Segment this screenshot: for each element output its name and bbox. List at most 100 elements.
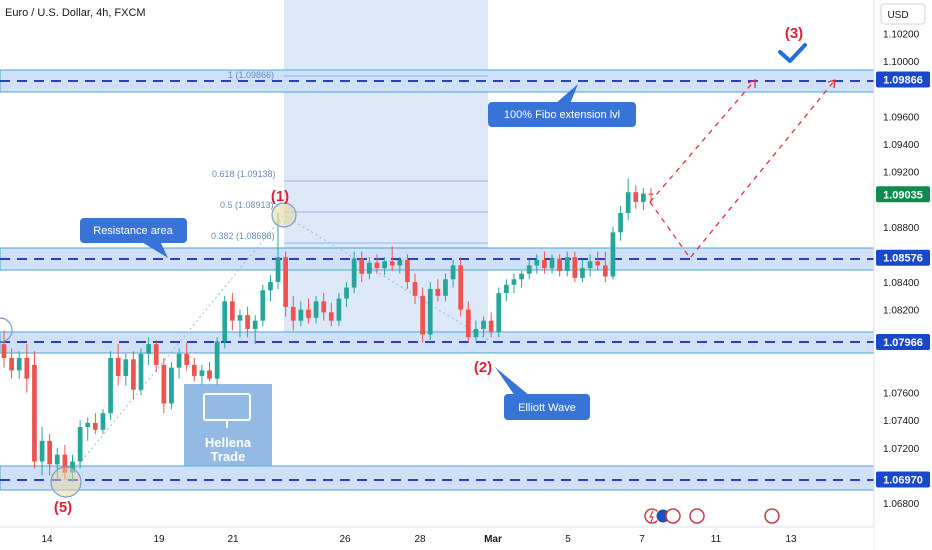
price-tick-label: 1.07200	[883, 444, 920, 455]
time-tick-label: 14	[41, 534, 53, 545]
candle-body	[534, 259, 540, 266]
time-axis[interactable]	[0, 527, 874, 550]
candle-body	[450, 265, 456, 280]
candle-body	[237, 315, 243, 321]
candle-body	[412, 282, 418, 296]
chart-title: Euro / U.S. Dollar, 4h, FXCM	[5, 7, 146, 19]
callout-fibo-ext-pointer	[555, 84, 578, 104]
candle-body	[580, 268, 585, 278]
price-tick-label: 1.09600	[883, 112, 920, 123]
time-tick-label: 26	[339, 534, 351, 545]
time-tick-label: 11	[711, 534, 722, 545]
zone-support	[0, 331, 875, 354]
price-tick-label: 1.07600	[883, 389, 920, 400]
candle-body	[367, 262, 372, 274]
fibo-label-05: 0.5 (1.08913)	[220, 200, 274, 210]
candle-body	[39, 440, 45, 462]
callout-resistance-pointer	[140, 241, 168, 258]
candle-body	[85, 422, 91, 428]
zone-fibo-ext	[0, 69, 875, 93]
callout-resistance-text: Resistance area	[93, 225, 173, 237]
event-icons[interactable]	[644, 508, 780, 524]
fibo-label-0618: 0.618 (1.09138)	[212, 169, 276, 179]
price-tick-label: 1.07400	[883, 416, 920, 427]
candle-body	[625, 192, 631, 213]
candle-body	[473, 328, 479, 338]
callout-elliott-pointer	[495, 367, 530, 396]
candle-body	[618, 212, 623, 233]
candle-body	[336, 298, 342, 321]
candle-body	[602, 265, 608, 277]
wave1-label: (1)	[271, 188, 289, 205]
candle-body	[443, 279, 448, 296]
time-tick-label: Mar	[484, 534, 502, 545]
callout-resistance-box	[80, 218, 187, 243]
callout-resistance[interactable]: Resistance area	[80, 218, 187, 258]
fibo-label-1: 1 (1.09866)	[228, 70, 274, 80]
candle-body	[100, 413, 106, 430]
candle-body	[557, 258, 563, 271]
candle-body	[549, 258, 555, 269]
candle-body	[108, 357, 113, 414]
candle-body	[488, 320, 494, 332]
callout-fibo-ext[interactable]: 100% Fibo extension lvl	[488, 84, 636, 127]
callout-elliott-text: Elliott Wave	[518, 402, 576, 414]
price-axis[interactable]	[874, 0, 932, 550]
time-tick-label: 5	[565, 534, 571, 545]
wave3-label: (3)	[785, 25, 803, 42]
candle-body	[290, 306, 296, 321]
candle-body	[115, 357, 121, 376]
price-badge-label: 1.09035	[883, 189, 923, 201]
us-flag-icon-2[interactable]	[689, 508, 705, 524]
us-flag-icon-3[interactable]	[764, 508, 780, 524]
candle-body	[92, 422, 98, 430]
wave1-circle	[271, 202, 297, 228]
price-badge	[876, 71, 930, 88]
price-badge-label: 1.07966	[883, 337, 923, 349]
candle-body	[123, 359, 129, 376]
candle-body	[9, 357, 14, 371]
watermark: Hellena Trade	[184, 384, 272, 466]
currency-button[interactable]	[880, 3, 926, 25]
price-badge	[876, 186, 930, 203]
zone-resistance	[0, 247, 875, 271]
candle-body	[465, 309, 471, 338]
candle-body	[610, 232, 616, 277]
price-badge-label: 1.06970	[883, 475, 923, 487]
candle-body	[321, 301, 327, 313]
price-badge-label: 1.08576	[883, 253, 923, 265]
candle-body	[382, 261, 387, 269]
candle-body	[16, 357, 22, 371]
callout-elliott[interactable]: Elliott Wave	[495, 367, 590, 420]
candle-body	[481, 320, 486, 329]
candle-body	[191, 364, 197, 376]
wave5-label: (5)	[54, 499, 72, 516]
candle-body	[359, 258, 365, 274]
candle-body	[1, 344, 7, 358]
watermark-line2: Trade	[211, 449, 246, 464]
candle-body	[587, 261, 593, 269]
candles-layer	[1, 178, 654, 483]
price-tick-label: 1.09400	[883, 140, 920, 151]
projection-arrowhead-1	[747, 79, 756, 88]
candle-body	[54, 454, 60, 465]
candle-body	[77, 427, 83, 462]
candle-body	[161, 364, 167, 404]
projection-arrowhead-2	[827, 79, 836, 89]
price-tick-label: 1.08200	[883, 306, 920, 317]
candle-body	[526, 265, 532, 274]
callout-elliott-box	[504, 394, 590, 420]
price-badges: 1.09866 1.09035 1.08576 1.07966 1.06970	[876, 71, 930, 488]
wave5-circle	[50, 466, 82, 498]
callout-fibo-ext-text: 100% Fibo extension lvl	[504, 109, 620, 121]
candle-body	[176, 353, 182, 368]
us-flag-icon-1[interactable]	[665, 508, 681, 524]
time-ticks: 14 19 21 26 28 Mar 5 7 11 13	[41, 534, 797, 545]
candle-body	[283, 257, 288, 307]
price-tick-label: 1.08800	[883, 223, 920, 234]
left-edge-circle	[0, 317, 13, 343]
candle-body	[374, 262, 380, 269]
candle-body	[351, 258, 357, 288]
candle-body	[420, 295, 426, 335]
